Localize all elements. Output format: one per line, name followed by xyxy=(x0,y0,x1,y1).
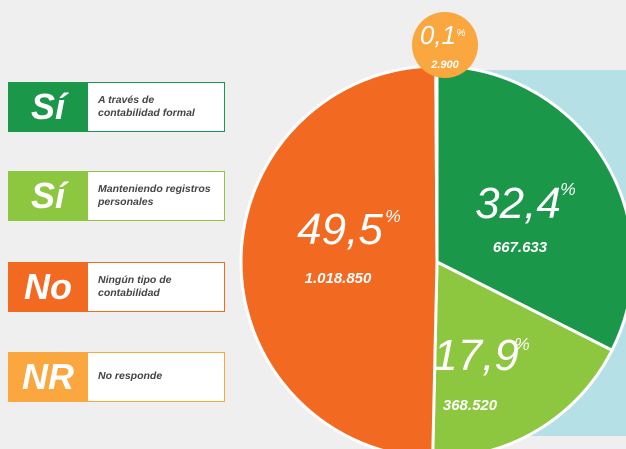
percent-label: 0,1 xyxy=(420,20,456,50)
legend-item: No Ningún tipo de contabilidad xyxy=(8,262,225,312)
legend-label: Manteniendo registros personales xyxy=(88,171,225,221)
count-label: 368.520 xyxy=(443,397,498,414)
legend-key: No xyxy=(8,262,88,312)
legend-label: A través de contabilidad formal xyxy=(88,82,225,132)
count-label: 667.633 xyxy=(493,239,548,256)
pie-slice xyxy=(435,64,626,353)
count-label: 1.018.850 xyxy=(305,270,372,287)
percent-label: 49,5 xyxy=(297,205,383,254)
legend-key: NR xyxy=(8,352,88,402)
legend-label: Ningún tipo de contabilidad xyxy=(88,262,225,312)
pie-slice xyxy=(431,259,615,449)
legend-item: Sí A través de contabilidad formal xyxy=(8,82,225,132)
callout-bubble xyxy=(412,12,478,78)
count-label: 2.900 xyxy=(430,59,459,71)
percent-unit: % xyxy=(385,206,401,226)
percent-unit: % xyxy=(514,334,530,354)
pie-slice xyxy=(239,64,439,449)
legend-item: NR No responde xyxy=(8,352,225,402)
legend-item: Sí Manteniendo registros personales xyxy=(8,171,225,221)
percent-unit: % xyxy=(456,28,465,39)
legend-key: Sí xyxy=(8,171,88,221)
percent-label: 32,4 xyxy=(475,179,561,228)
percent-unit: % xyxy=(560,179,576,199)
pie-slice xyxy=(434,64,439,263)
legend-label: No responde xyxy=(88,352,225,402)
percent-label: 17,9 xyxy=(433,331,519,380)
legend-key: Sí xyxy=(8,82,88,132)
